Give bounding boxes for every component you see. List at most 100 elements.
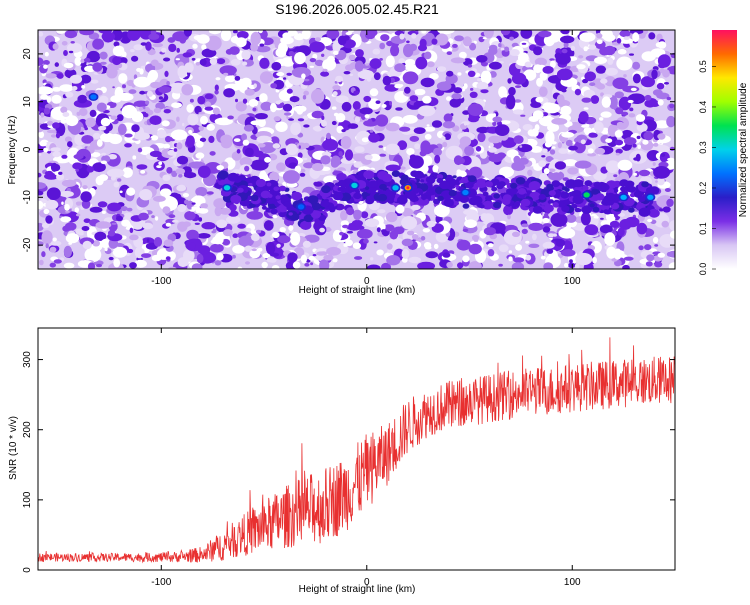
heatmap-cell (150, 81, 162, 89)
heatmap-cell (197, 208, 209, 214)
heatmap-cell (648, 32, 656, 40)
heatmap-cell (186, 104, 194, 113)
heatmap-cell (131, 124, 140, 133)
heatmap-cell (204, 93, 214, 100)
heatmap-cell (253, 83, 257, 88)
heatmap-signal-cell (275, 195, 281, 200)
heatmap-cell (241, 133, 248, 141)
heatmap-cell (291, 67, 311, 78)
heatmap-cell (65, 233, 80, 244)
heatmap-cell (303, 234, 320, 243)
heatmap-cell (89, 206, 103, 213)
heatmap-cell (503, 229, 522, 245)
heatmap-cell (241, 50, 251, 60)
heatmap-signal-cell (482, 191, 489, 197)
heatmap-cell (331, 120, 337, 126)
heatmap-cell (167, 37, 176, 43)
heatmap-signal-cell (606, 192, 616, 201)
heatmap-cell (131, 83, 136, 88)
heatmap-cell (150, 30, 157, 35)
heatmap-signal-cell (496, 183, 504, 190)
heatmap-cell (594, 147, 606, 155)
heatmap-cell (453, 87, 463, 94)
heatmap-cell (323, 254, 334, 261)
snr-frame (37, 327, 676, 571)
heatmap-cell (126, 187, 136, 196)
heatmap-cell (450, 57, 466, 64)
heatmap-cell (101, 31, 116, 42)
heatmap-cell (664, 188, 671, 192)
colorbar-tick-label: 0.2 (698, 182, 708, 195)
heatmap-cell (547, 123, 560, 132)
heatmap-cell (595, 65, 607, 74)
heatmap-cell (106, 66, 118, 79)
heatmap-cell (99, 51, 108, 60)
heatmap-signal-cell (428, 189, 434, 193)
colorbar-label: Normalized spectral amplitude (738, 82, 749, 217)
heatmap-signal-cell (368, 180, 378, 188)
heatmap-cell (96, 102, 107, 112)
heatmap-cell (339, 231, 344, 236)
heatmap-cell (214, 90, 219, 95)
heatmap-cell (148, 33, 160, 40)
heatmap-signal-cell (445, 200, 453, 207)
heatmap-cell (493, 113, 496, 118)
heatmap-cell (81, 199, 91, 209)
heatmap-cell (341, 101, 352, 112)
heatmap-cell (272, 231, 280, 239)
heatmap-cell (469, 42, 477, 51)
heatmap-signal-cell (332, 191, 344, 201)
heatmap-cell (632, 61, 641, 70)
heatmap-cell (277, 235, 291, 244)
heatmap-cell (616, 38, 622, 44)
heatmap-cell (70, 41, 75, 44)
heatmap-cell (161, 120, 170, 127)
heatmap-cell (38, 172, 42, 178)
heatmap-peak (223, 185, 231, 191)
heatmap-signal-cell (574, 207, 581, 213)
heatmap-cell (41, 251, 46, 258)
heatmap-signal-cell (513, 201, 521, 207)
heatmap-cell (378, 145, 384, 148)
heatmap-cell (131, 55, 139, 62)
heatmap-cell (385, 122, 400, 132)
heatmap-cell (642, 139, 649, 145)
heatmap-signal-cell (311, 211, 320, 219)
snr-x-ticks: -100 0 100 (151, 328, 581, 588)
heatmap-cell (420, 140, 431, 154)
heatmap-cell (163, 143, 171, 149)
heatmap-cell (528, 116, 539, 122)
heatmap-cell (81, 85, 86, 89)
heatmap-cell (426, 61, 435, 68)
heatmap-signal-cell (248, 182, 253, 187)
heatmap-cell (283, 77, 287, 80)
heatmap-cell (177, 65, 188, 79)
heatmap-signal-cell (500, 192, 505, 197)
heatmap-cell (433, 147, 442, 157)
heatmap-cell (515, 244, 523, 251)
heatmap-cell (297, 152, 303, 159)
heatmap-cell (177, 221, 188, 232)
heatmap-cell (529, 70, 536, 76)
heatmap-cell (71, 86, 78, 91)
heatmap-cell (543, 103, 560, 114)
heatmap-cell (345, 31, 352, 36)
colorbar: 0.0 0.1 0.2 0.3 0.4 0.5 Normalized spectral a… (698, 30, 749, 275)
heatmap-cell (584, 71, 596, 82)
heatmap-cell (433, 243, 439, 250)
heatmap-cell (446, 70, 454, 77)
heatmap-cell (150, 59, 159, 67)
heatmap-cell (509, 49, 520, 56)
heatmap-cell (96, 263, 102, 268)
heatmap-cell (275, 47, 287, 58)
heatmap-x-ticks: -100 0 100 (151, 30, 581, 287)
heatmap-cell (46, 96, 52, 103)
heatmap-x-tick-label: 0 (364, 276, 370, 287)
heatmap-cell (468, 243, 482, 255)
heatmap-cell (581, 97, 592, 103)
heatmap-cell (627, 99, 634, 104)
heatmap-cell (588, 132, 597, 138)
heatmap-cell (244, 147, 254, 157)
heatmap-cell (604, 45, 616, 56)
heatmap-cell (49, 262, 56, 268)
